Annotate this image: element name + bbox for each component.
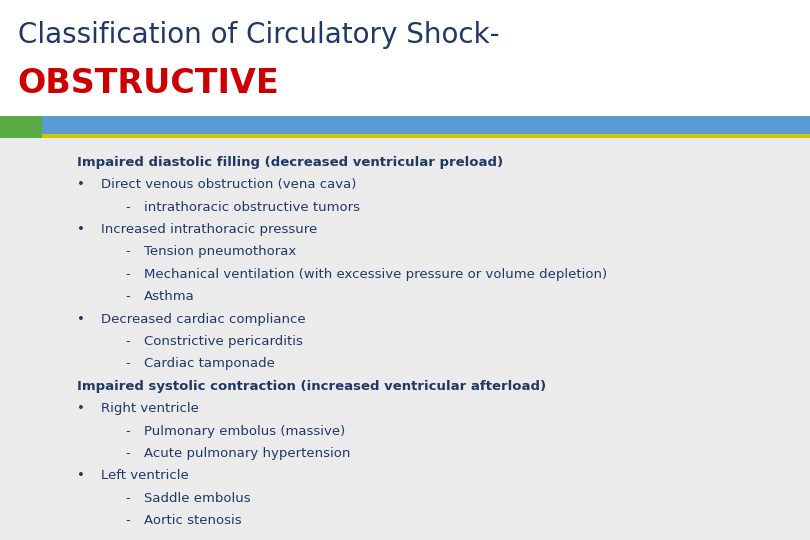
- Text: -: -: [126, 357, 130, 370]
- Bar: [0, 0, 810, 116]
- Text: Aortic stenosis: Aortic stenosis: [144, 514, 242, 527]
- Bar: [42, 134, 810, 138]
- Text: •: •: [77, 223, 85, 236]
- Text: Acute pulmonary hypertension: Acute pulmonary hypertension: [144, 447, 351, 460]
- Text: Mechanical ventilation (with excessive pressure or volume depletion): Mechanical ventilation (with excessive p…: [144, 268, 608, 281]
- Text: Cardiac tamponade: Cardiac tamponade: [144, 357, 275, 370]
- Text: Classification of Circulatory Shock-: Classification of Circulatory Shock-: [18, 21, 500, 49]
- Text: Direct venous obstruction (vena cava): Direct venous obstruction (vena cava): [101, 178, 356, 191]
- Text: Pulmonary embolus (massive): Pulmonary embolus (massive): [144, 424, 345, 437]
- Text: -: -: [126, 201, 130, 214]
- Bar: [42, 116, 810, 138]
- Text: -: -: [126, 246, 130, 259]
- Text: Decreased cardiac compliance: Decreased cardiac compliance: [101, 313, 306, 326]
- Text: Left ventricle: Left ventricle: [101, 469, 189, 482]
- Text: Impaired systolic contraction (increased ventricular afterload): Impaired systolic contraction (increased…: [77, 380, 546, 393]
- Text: Impaired diastolic filling (decreased ventricular preload): Impaired diastolic filling (decreased ve…: [77, 156, 503, 169]
- Text: Tension pneumothorax: Tension pneumothorax: [144, 246, 296, 259]
- Bar: [0, 138, 810, 540]
- Text: Increased intrathoracic pressure: Increased intrathoracic pressure: [101, 223, 318, 236]
- Text: Constrictive pericarditis: Constrictive pericarditis: [144, 335, 303, 348]
- Text: Saddle embolus: Saddle embolus: [144, 492, 251, 505]
- Bar: [0, 116, 42, 138]
- Text: Asthma: Asthma: [144, 291, 195, 303]
- Text: -: -: [126, 492, 130, 505]
- Text: •: •: [77, 402, 85, 415]
- Text: -: -: [126, 268, 130, 281]
- Text: -: -: [126, 514, 130, 527]
- Text: -: -: [126, 447, 130, 460]
- Text: •: •: [77, 313, 85, 326]
- Text: -: -: [126, 291, 130, 303]
- Text: •: •: [77, 469, 85, 482]
- Text: •: •: [77, 178, 85, 191]
- Text: -: -: [126, 335, 130, 348]
- Text: -: -: [126, 424, 130, 437]
- Text: intrathoracic obstructive tumors: intrathoracic obstructive tumors: [144, 201, 360, 214]
- Text: OBSTRUCTIVE: OBSTRUCTIVE: [18, 67, 279, 100]
- Text: Right ventricle: Right ventricle: [101, 402, 199, 415]
